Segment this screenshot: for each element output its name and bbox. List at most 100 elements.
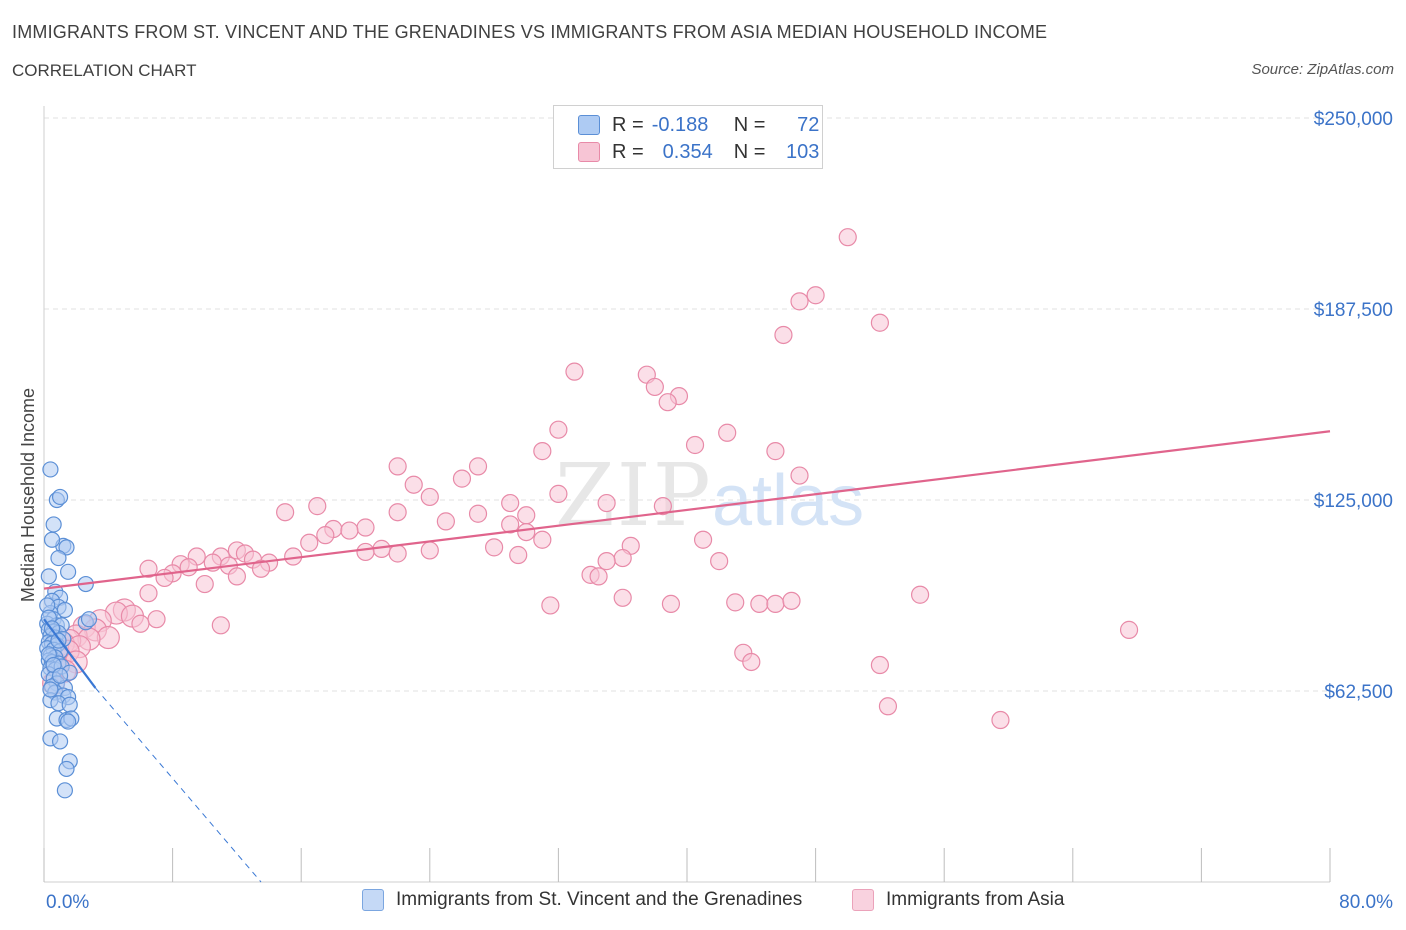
legend-n-value: 72 — [797, 113, 820, 136]
asia-point — [420, 487, 439, 507]
asia-point — [774, 325, 793, 345]
correlation-legend: R = -0.188 N = 72 R = 0.354 N = 103 — [553, 105, 823, 169]
svg-trend-extension — [95, 687, 262, 883]
asia-point — [404, 475, 423, 494]
asia-point — [870, 655, 890, 675]
y-tick-label: $187,500 — [1314, 300, 1393, 321]
legend-n-label: N = — [733, 140, 766, 163]
asia-point — [718, 423, 737, 442]
asia-point — [766, 594, 785, 614]
asia-point — [468, 504, 488, 523]
x-tick-label: 0.0% — [46, 892, 89, 913]
legend-item-asia: Immigrants from Asia — [852, 889, 1064, 911]
legend-swatch-pink — [852, 889, 874, 911]
axes — [43, 106, 1331, 883]
legend-r-label: R = — [612, 140, 644, 163]
svg-point — [80, 611, 98, 628]
asia-point — [766, 442, 785, 461]
asia-point — [356, 542, 375, 562]
svg-points — [39, 461, 98, 799]
asia-point — [155, 568, 174, 588]
asia-point — [685, 435, 705, 455]
legend-r-value: -0.188 — [651, 113, 709, 136]
legend-row-asia: R = 0.354 N = 103 — [578, 140, 819, 164]
svg-point — [43, 531, 61, 548]
y-tick-labels: $62,500 $125,000 $187,500 $250,000 — [1314, 109, 1393, 703]
svg-point — [60, 713, 77, 730]
svg-trend-line — [43, 618, 97, 689]
legend-swatch-pink — [578, 142, 600, 162]
svg-point — [45, 516, 62, 533]
asia-point — [227, 567, 246, 586]
asia-point — [340, 521, 359, 540]
asia-point — [597, 552, 616, 571]
asia-point — [790, 466, 809, 485]
asia-point — [910, 585, 930, 604]
asia-point — [316, 526, 335, 545]
asia-point — [533, 530, 552, 549]
asia-point — [878, 697, 898, 716]
svg-point — [51, 667, 69, 684]
svg-text:ZIP: ZIP — [555, 446, 713, 546]
svg-text:atlas: atlas — [712, 461, 864, 541]
svg-point — [60, 563, 77, 580]
asia-point — [501, 493, 520, 513]
svg-point — [42, 681, 59, 698]
x-tick-label: 80.0% — [1339, 892, 1393, 913]
legend-swatch-blue — [578, 115, 600, 135]
legend-label-svg: Immigrants from St. Vincent and the Gren… — [396, 889, 803, 910]
asia-points — [42, 228, 1139, 730]
asia-point — [613, 588, 632, 607]
svg-point — [51, 733, 69, 750]
legend-r-label: R = — [612, 113, 644, 136]
asia-point — [838, 228, 857, 247]
asia-point — [549, 484, 568, 503]
chart-title: IMMIGRANTS FROM ST. VINCENT AND THE GREN… — [12, 22, 1048, 42]
asia-point — [436, 512, 455, 531]
asia-point — [549, 420, 568, 439]
asia-point — [251, 559, 271, 578]
svg-point — [56, 782, 73, 799]
asia-point — [1119, 620, 1139, 639]
asia-point — [597, 493, 616, 513]
asia-point — [565, 362, 584, 381]
legend-r-value: 0.354 — [662, 140, 713, 163]
svg-point — [58, 539, 75, 556]
asia-point — [653, 497, 672, 516]
asia-point — [806, 286, 825, 305]
asia-point — [300, 533, 319, 552]
asia-point — [468, 457, 488, 476]
legend-label-asia: Immigrants from Asia — [886, 889, 1065, 910]
asia-point — [742, 652, 761, 672]
svg-point — [51, 488, 69, 506]
legend-row-svg: R = -0.188 N = 72 — [578, 113, 819, 137]
grid-lines — [44, 117, 1330, 692]
asia-point — [645, 377, 664, 397]
watermark: ZIP atlas — [555, 446, 864, 546]
asia-point — [509, 545, 528, 565]
legend-swatch-blue — [362, 889, 384, 911]
chart-subtitle: CORRELATION CHART — [12, 61, 197, 80]
asia-point — [211, 616, 230, 635]
svg-point — [40, 568, 57, 585]
series-legend: Immigrants from St. Vincent and the Gren… — [0, 889, 1406, 915]
asia-point — [501, 515, 520, 534]
asia-trend-line — [43, 430, 1331, 590]
asia-point — [452, 469, 472, 488]
asia-point — [517, 522, 536, 542]
asia-point — [693, 530, 713, 549]
y-axis-label: Median Household Income — [18, 388, 38, 602]
asia-point — [276, 503, 295, 522]
asia-point — [710, 552, 729, 571]
asia-point — [147, 610, 166, 629]
svg-point — [58, 760, 75, 778]
svg-point — [50, 549, 67, 567]
asia-point — [96, 625, 120, 650]
y-tick-label: $125,000 — [1314, 491, 1393, 512]
y-tick-label: $250,000 — [1314, 109, 1393, 130]
asia-point — [356, 518, 375, 537]
asia-point — [790, 292, 809, 311]
asia-point — [613, 548, 632, 568]
asia-point — [420, 541, 439, 560]
